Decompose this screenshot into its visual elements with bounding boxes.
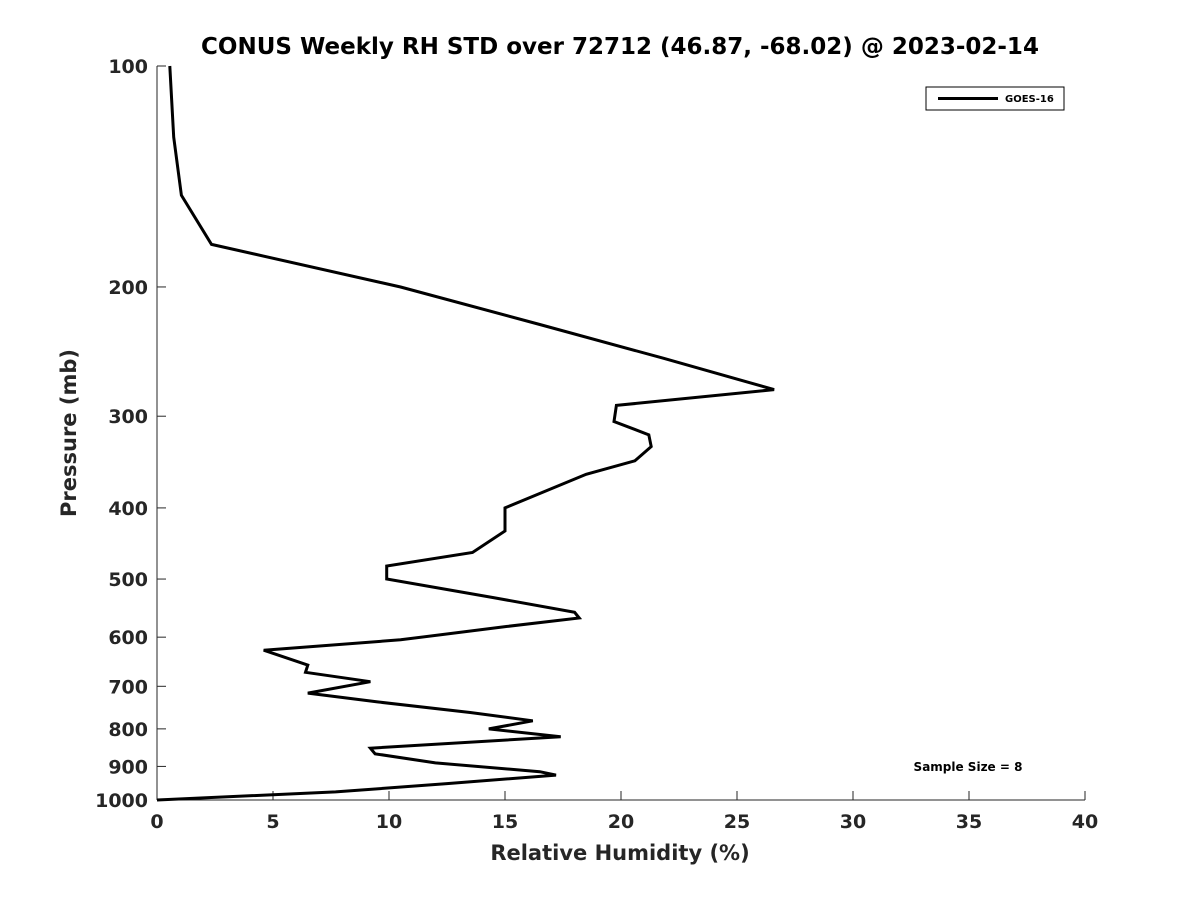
y-axis-label: Pressure (mb) <box>57 349 81 517</box>
x-tick-label: 5 <box>266 811 279 833</box>
legend: GOES-16 <box>925 86 1065 111</box>
x-tick-label: 20 <box>608 811 634 833</box>
chart-title: CONUS Weekly RH STD over 72712 (46.87, -… <box>201 34 1039 60</box>
x-tick-label: 35 <box>956 811 982 833</box>
y-tick-label: 200 <box>108 277 148 299</box>
x-tick-label: 30 <box>840 811 866 833</box>
sample-size-annotation: Sample Size = 8 <box>914 760 1023 774</box>
x-tick-label: 40 <box>1072 811 1098 833</box>
y-tick-label: 100 <box>108 56 148 78</box>
y-tick-label: 300 <box>108 406 148 428</box>
x-tick-label: 25 <box>724 811 750 833</box>
y-ticks: 100 200 300 400 500 600 700 800 900 1000 <box>95 56 166 812</box>
y-tick-label: 600 <box>108 627 148 649</box>
x-tick-label: 15 <box>492 811 518 833</box>
y-tick-label: 1000 <box>95 790 148 812</box>
x-ticks: 0 5 10 15 20 25 30 35 40 <box>150 791 1098 833</box>
x-axis-label: Relative Humidity (%) <box>490 841 749 865</box>
y-tick-label: 900 <box>108 756 148 778</box>
x-tick-label: 0 <box>150 811 163 833</box>
x-tick-label: 10 <box>376 811 402 833</box>
series-layer <box>156 65 775 802</box>
series-line-goes-16 <box>156 65 775 802</box>
legend-entry-label: GOES-16 <box>1005 94 1054 105</box>
y-tick-label: 400 <box>108 498 148 520</box>
y-tick-label: 500 <box>108 569 148 591</box>
axes <box>156 66 1085 801</box>
y-tick-label: 700 <box>108 676 148 698</box>
y-tick-label: 800 <box>108 719 148 741</box>
